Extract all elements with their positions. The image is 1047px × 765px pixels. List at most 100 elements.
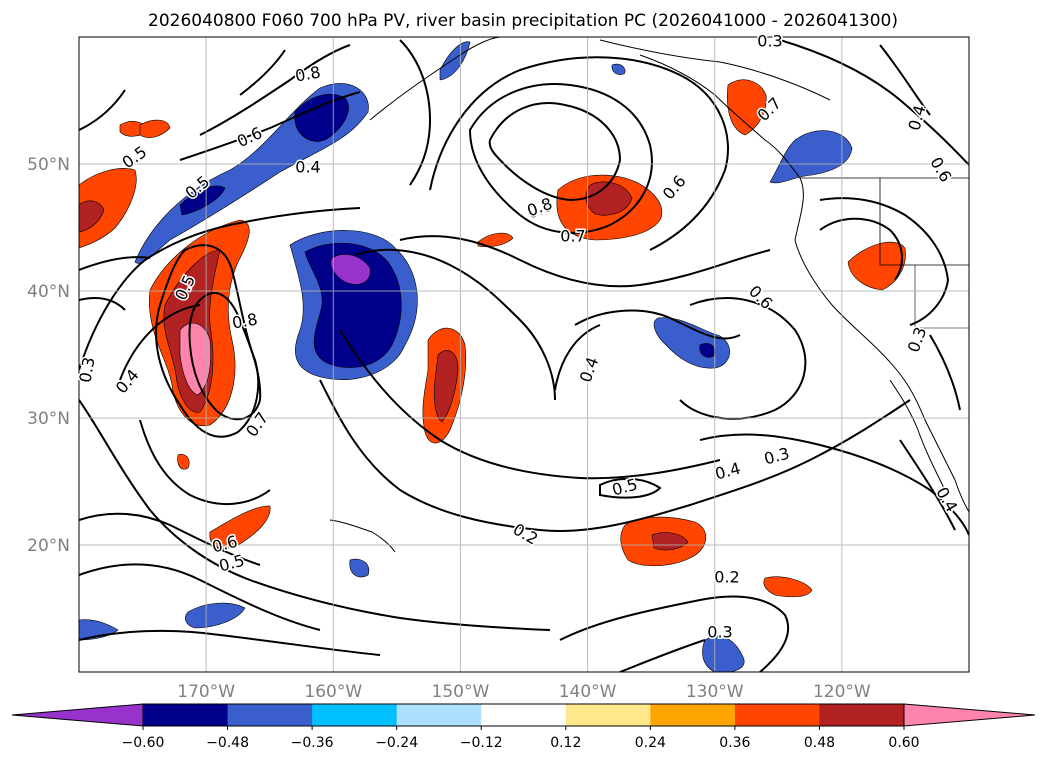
colorbar-tick-label: 0.36 xyxy=(719,735,750,751)
colorbar-swatch xyxy=(565,704,651,726)
pv-contour xyxy=(199,44,351,136)
lon-tick-label: 130°W xyxy=(686,682,744,702)
pv-contour xyxy=(619,639,706,672)
negative-area xyxy=(294,94,349,142)
negative-area xyxy=(349,558,370,578)
pv-contour xyxy=(339,329,721,480)
coastlines xyxy=(329,37,969,553)
negative-area xyxy=(185,602,246,629)
negative-area xyxy=(611,63,626,75)
positive-area xyxy=(585,181,633,216)
colorbar-swatch xyxy=(481,704,567,726)
pv-contour xyxy=(79,563,321,631)
pv-contour xyxy=(574,309,741,340)
pv-contour xyxy=(155,244,260,438)
colorbar-swatch xyxy=(734,704,820,726)
latitude-tick-labels: 50°N 40°N 30°N 20°N xyxy=(27,155,70,556)
negative-area xyxy=(769,130,853,184)
precip-shading xyxy=(79,41,906,672)
pv-contours xyxy=(79,39,969,672)
colorbar-tick-label: −0.60 xyxy=(122,735,165,751)
colorbar-tick-labels: −0.60 −0.48 −0.36 −0.24 −0.12 0.12 0.24 0.36 0.4… xyxy=(122,726,920,751)
contour-label: 0.3 xyxy=(75,356,98,384)
lat-tick-label: 30°N xyxy=(27,409,70,429)
pv-contour xyxy=(468,83,653,234)
negative-area xyxy=(304,242,402,368)
lon-tick-label: 160°W xyxy=(304,682,362,702)
colorbar-frame xyxy=(142,703,905,727)
pv-contour xyxy=(79,297,126,311)
lon-tick-label: 170°W xyxy=(177,682,235,702)
pv-contour xyxy=(79,399,551,631)
contour-label: 0.4 xyxy=(295,158,320,177)
pv-contour xyxy=(79,207,361,371)
pv-contour xyxy=(554,324,601,391)
positive-area xyxy=(79,168,137,249)
pv-contour xyxy=(879,44,931,116)
lat-tick-label: 40°N xyxy=(27,282,70,302)
north-america-coast xyxy=(639,54,969,513)
positive-area xyxy=(727,79,767,136)
positive-area xyxy=(847,241,906,291)
contour-label: 0.2 xyxy=(714,568,739,587)
colorbar-tick-label: −0.24 xyxy=(375,735,418,751)
positive-area xyxy=(477,232,514,248)
pv-contour xyxy=(599,477,662,499)
pv-contour xyxy=(559,595,790,672)
map-panel: 50°N 40°N 30°N 20°N 170°W 160°W 150°W 140°W 130… xyxy=(27,30,970,702)
positive-area xyxy=(179,322,211,396)
baja-coast xyxy=(889,379,946,491)
contour-label: 0.7 xyxy=(560,227,585,246)
contour-label: 0.3 xyxy=(757,32,782,51)
lat-tick-label: 20°N xyxy=(27,536,70,556)
colorbar-tick-label: −0.12 xyxy=(460,735,503,751)
map-title: 2026040800 F060 700 hPa PV, river basin … xyxy=(148,11,898,31)
colorbar-swatch xyxy=(396,704,482,726)
alaska-coast xyxy=(599,39,831,101)
colorbar-tick-label: 0.24 xyxy=(635,735,666,751)
lon-tick-label: 150°W xyxy=(432,682,490,702)
colorbar-extend-min xyxy=(11,703,144,727)
positive-area xyxy=(177,454,190,470)
colorbar-tick-label: −0.36 xyxy=(291,735,334,751)
graticule xyxy=(79,37,969,672)
colorbar-extend-max xyxy=(903,703,1036,727)
contour-label: 0.3 xyxy=(707,623,732,642)
pv-contour xyxy=(699,433,969,536)
pv-contour xyxy=(79,89,126,131)
hawaii-islands xyxy=(329,519,396,553)
pv-contour xyxy=(119,304,201,381)
colorbar: −0.60 −0.48 −0.36 −0.24 −0.12 0.12 0.24 0.36 0.4… xyxy=(11,703,1036,751)
map-content xyxy=(79,37,969,672)
canada-state-line xyxy=(879,178,969,266)
positive-area xyxy=(79,200,105,233)
colorbar-swatch xyxy=(227,704,313,726)
negative-area xyxy=(699,343,716,358)
pv-contour xyxy=(79,629,381,656)
pv-contour xyxy=(399,39,432,186)
state-border xyxy=(914,265,969,329)
colorbar-tick-label: 0.60 xyxy=(888,735,919,751)
positive-area xyxy=(139,119,171,138)
colorbar-tick-label: 0.48 xyxy=(804,735,835,751)
colorbar-swatch xyxy=(650,704,736,726)
pv-contour xyxy=(819,217,903,281)
longitude-tick-labels: 170°W 160°W 150°W 140°W 130°W 120°W xyxy=(177,682,871,702)
negative-area xyxy=(439,41,471,81)
negative-area xyxy=(702,635,745,672)
pv-contour xyxy=(929,334,961,411)
negative-area xyxy=(179,185,226,216)
pv-contour xyxy=(899,439,956,531)
pv-contour xyxy=(354,248,556,401)
lon-tick-label: 140°W xyxy=(559,682,617,702)
pv-contour xyxy=(779,39,969,166)
colorbar-swatch xyxy=(819,704,905,726)
pv-contour xyxy=(429,56,729,251)
aleutian-islands xyxy=(369,37,501,121)
pv-contour xyxy=(488,102,622,202)
pv-contour xyxy=(79,512,261,566)
lon-tick-label: 120°W xyxy=(813,682,871,702)
pv-contour xyxy=(79,256,151,271)
colorbar-swatches xyxy=(11,703,1036,727)
